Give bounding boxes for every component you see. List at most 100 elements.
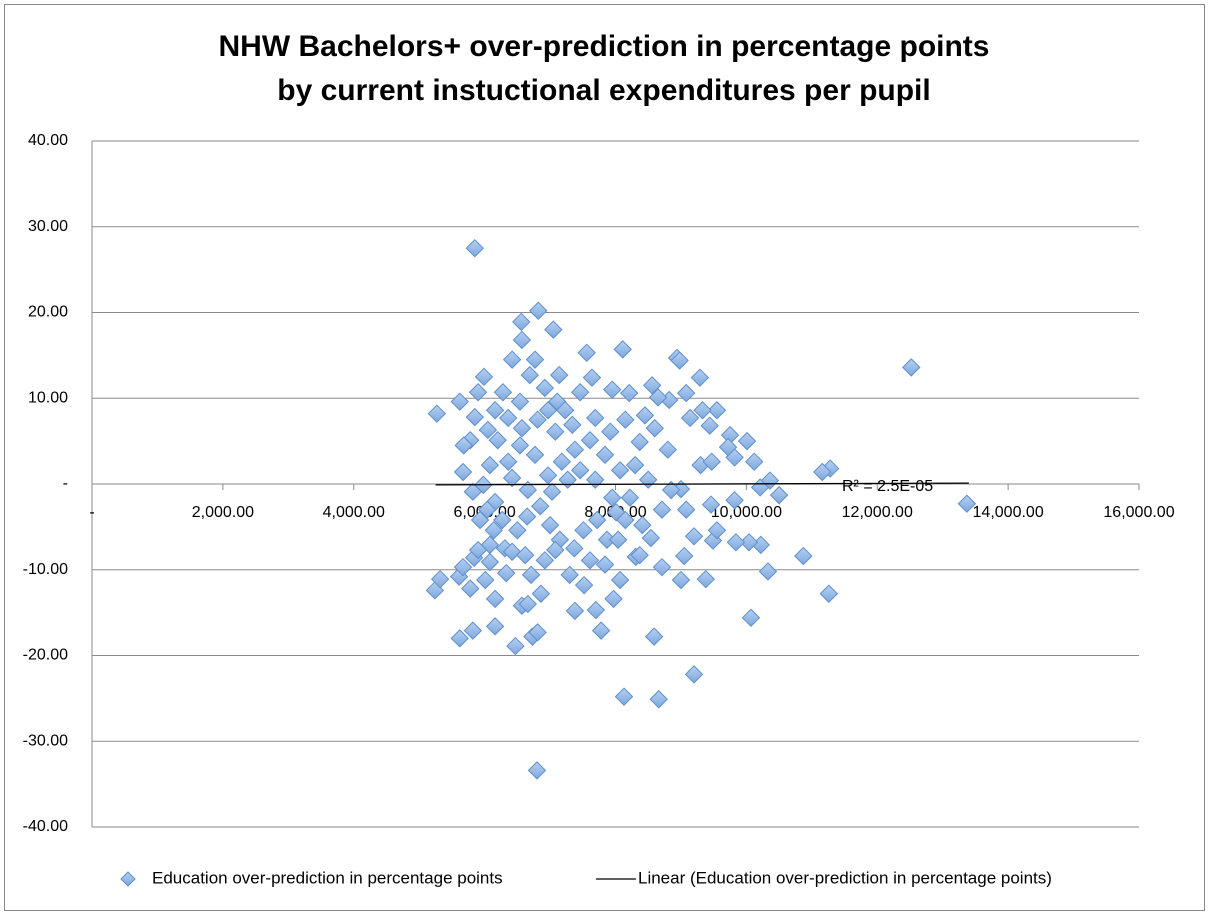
point [485, 401, 505, 420]
point [630, 432, 649, 452]
point [525, 350, 545, 369]
point [520, 365, 539, 385]
y-tick-label: - [63, 475, 68, 492]
y-tick-label: 40.00 [28, 132, 68, 149]
chart-title: NHW Bachelors+ over-prediction in percen… [219, 30, 990, 63]
point [506, 636, 525, 656]
point [794, 546, 813, 566]
point [531, 497, 550, 516]
point [614, 687, 634, 706]
point [502, 542, 522, 561]
x-tick-label: 14,000.00 [973, 504, 1044, 521]
point [702, 452, 721, 471]
point [620, 383, 639, 403]
x-tick-label: 16,000.00 [1103, 504, 1174, 521]
point [604, 589, 623, 609]
point [957, 494, 977, 513]
point [565, 440, 585, 459]
point [498, 452, 518, 471]
point [515, 545, 535, 565]
point [478, 500, 497, 519]
point [478, 420, 498, 440]
point [546, 540, 565, 560]
y-tick-label: 30.00 [28, 218, 68, 235]
point [613, 340, 632, 359]
point [502, 350, 522, 369]
point [700, 416, 719, 435]
y-tick-label: -20.00 [23, 647, 68, 664]
point [555, 401, 575, 420]
point [676, 383, 696, 403]
point [586, 408, 605, 428]
point [610, 570, 630, 590]
point [485, 589, 505, 609]
point [528, 410, 547, 429]
point [580, 551, 600, 570]
x-tick-label: 10,000.00 [711, 504, 782, 521]
point [485, 617, 505, 636]
y-tick-label: -30.00 [23, 732, 68, 749]
point [463, 482, 483, 501]
x-tick-label: 2,000.00 [192, 504, 254, 521]
point [563, 415, 582, 435]
point [726, 533, 746, 552]
point [658, 440, 678, 459]
point [529, 301, 548, 320]
point [718, 437, 738, 457]
point [517, 507, 537, 526]
point [642, 376, 662, 395]
point [453, 462, 473, 482]
point [671, 570, 691, 590]
point [580, 431, 600, 450]
point [652, 500, 672, 519]
chart-title: by current instuctional expenditures per… [277, 74, 930, 107]
point [512, 330, 532, 350]
legend-label: Education over-prediction in percentage … [152, 868, 503, 887]
y-tick-label: 20.00 [28, 304, 68, 321]
point [430, 569, 450, 589]
point [745, 452, 764, 471]
point [480, 552, 500, 572]
point [427, 404, 447, 423]
point [480, 535, 500, 555]
point [680, 408, 700, 428]
point [502, 468, 522, 488]
point [676, 500, 696, 519]
point [644, 627, 664, 646]
point [641, 528, 661, 548]
point [645, 419, 664, 438]
point [535, 551, 555, 570]
point [741, 608, 761, 627]
point [450, 392, 469, 411]
point [552, 452, 572, 471]
annotation: R² = 2.5E-05 [842, 478, 933, 495]
point [649, 690, 668, 709]
point [450, 629, 469, 648]
point [608, 530, 628, 549]
point [512, 419, 532, 438]
point [510, 392, 530, 411]
point [493, 383, 513, 402]
point [454, 436, 473, 455]
point [535, 378, 555, 398]
x-tick-label: 4,000.00 [323, 504, 385, 521]
point [570, 383, 590, 402]
y-tick-label: -40.00 [23, 818, 68, 835]
point [574, 521, 593, 540]
point [518, 480, 538, 500]
point [616, 510, 635, 530]
point [538, 401, 558, 420]
point [540, 515, 560, 535]
point [463, 621, 483, 640]
point [758, 562, 778, 581]
point [586, 600, 606, 620]
point [560, 565, 579, 585]
point [601, 422, 620, 441]
point [525, 445, 545, 465]
point [591, 621, 611, 640]
point [512, 312, 531, 332]
point [633, 515, 652, 535]
point [528, 623, 547, 642]
legend-label: Linear (Education over-prediction in per… [638, 868, 1052, 887]
